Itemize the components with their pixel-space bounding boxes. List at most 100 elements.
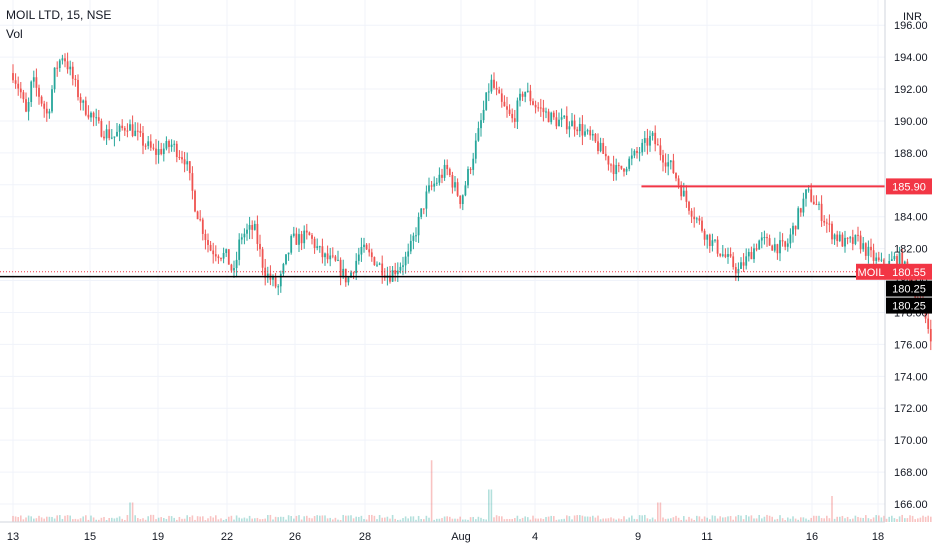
candle [378,262,381,266]
candle-body [402,265,404,267]
candle-body [487,91,490,93]
candle [422,208,425,215]
crosshair-price-badge-1-text: 180.25 [892,284,926,296]
candle-body [747,251,750,257]
volume-bar [519,518,521,522]
crosshair-price-badge-2-text: 180.25 [892,301,926,313]
volume-bar [53,518,56,522]
candle [240,233,243,245]
candle [61,54,64,65]
volume-bar [462,519,464,522]
volume-bar [389,518,391,522]
candle [212,242,215,264]
volume-bar [511,518,513,522]
volume-bar [14,516,17,522]
candle [144,143,147,150]
volume-bar [170,516,173,522]
candle [170,139,173,152]
candle-body [79,97,82,103]
candle-body [165,140,168,149]
candle [633,149,636,159]
candle-body [893,256,896,260]
volume-bar [300,519,303,522]
candle-body [742,262,745,266]
candle [877,251,880,262]
volume-bar [423,519,425,522]
candle [649,130,651,152]
candle [420,208,423,220]
volume-bar [563,518,565,522]
volume-bar [131,502,134,522]
candle-body [196,211,199,220]
candle-body [25,99,27,112]
volume-bar [787,517,789,522]
volume-bar [337,519,339,522]
candle-body [529,90,532,102]
volume-bar [867,518,870,522]
candle-body [238,239,241,260]
candle [794,225,797,236]
y-tick-label: 168.00 [894,467,928,479]
candle-body [654,132,657,145]
candle-body [173,143,176,145]
volume-bar [308,517,311,522]
candle [485,92,488,111]
candle-body [38,87,40,97]
volume-bar [212,517,214,522]
candle-body [901,252,904,271]
candle-body [807,189,810,191]
volume-bar [347,515,350,522]
candle [773,237,776,253]
volume-bar [553,516,555,522]
candle-body [854,234,857,244]
candle [513,109,516,129]
volume-bar [391,514,394,522]
candle-body [199,219,202,221]
candle-body [472,158,475,170]
volume-bar [568,516,571,522]
volume-bar [638,515,641,522]
volume-bar [173,517,175,522]
volume-bar [311,518,313,522]
candle-body [768,238,771,246]
candle [833,233,836,245]
candle-body [272,276,274,280]
volume-bar [220,518,222,522]
y-tick-label: 188.00 [894,148,928,160]
volume-bar [95,519,97,522]
candle [823,215,826,226]
candle [643,131,646,152]
candle [201,217,204,241]
volume-bar [633,518,636,522]
volume-bar [160,517,162,522]
candle-body [149,141,152,148]
volume-bar [256,517,259,522]
candle-body [266,273,269,278]
candle-body [329,255,332,260]
candle-body [43,103,46,109]
candle [506,96,508,118]
volume-bar [768,515,771,522]
volume-bar [334,517,337,522]
volume-bar [20,515,22,522]
candle [706,234,709,249]
volume-bar [410,516,412,522]
candle [451,171,454,194]
candle-body [134,130,137,136]
volume-bar [373,515,376,522]
volume-bar [342,514,344,522]
candle [480,113,482,137]
candle-body [539,107,542,109]
candle-body [136,130,139,132]
candle-body [859,235,862,250]
volume-bar [696,515,698,522]
candle [370,248,373,262]
volume-bar [183,518,186,522]
candle-body [22,92,25,100]
candle-body [243,233,246,238]
volume-bar [781,518,784,522]
candle [404,251,407,274]
candle [620,165,623,170]
candle [300,230,303,251]
